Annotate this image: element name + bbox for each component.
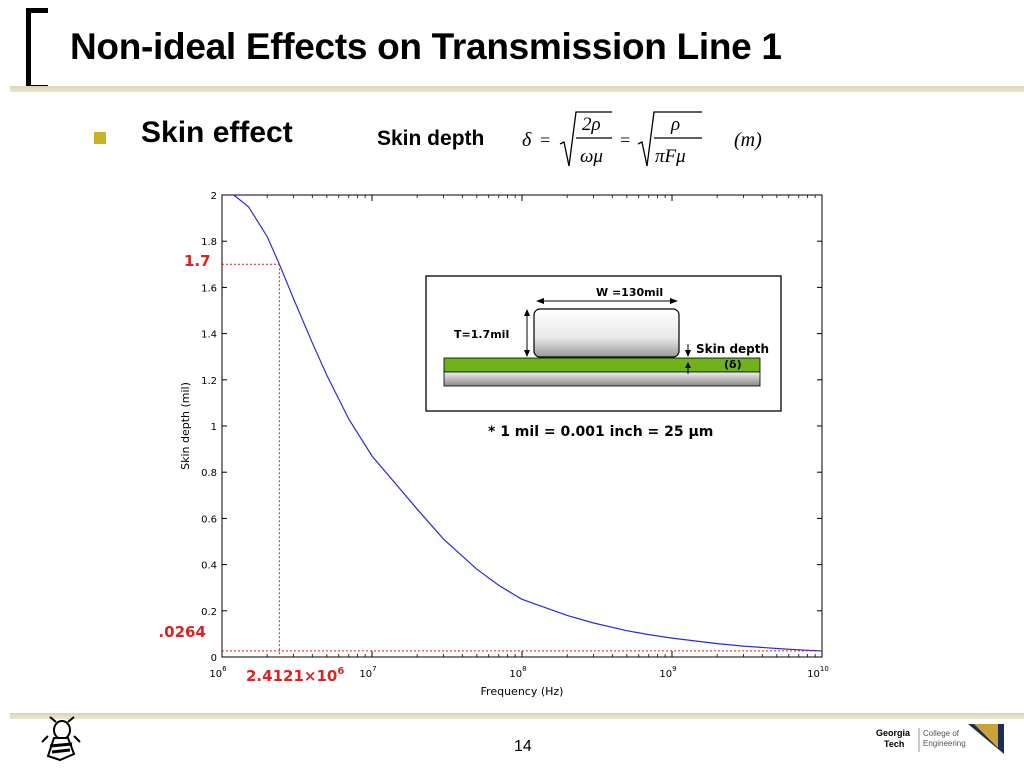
inset-thickness-label: T=1.7mil [454, 328, 509, 341]
x-tick-label: 1010 [807, 665, 829, 680]
axis-ticks [221, 194, 823, 658]
y-tick-label: 0.4 [201, 561, 217, 572]
formula-den-2: πFμ [655, 146, 686, 167]
formula-den-1: ωμ [580, 146, 603, 167]
inset-skin-arrow-head-2 [685, 362, 691, 368]
annotation-lines [222, 263, 822, 657]
logo-line-1: Georgia [876, 728, 911, 738]
formula-sqrt-1 [559, 111, 612, 167]
x-axis-label: Frequency (Hz) [481, 685, 564, 698]
georgia-tech-logo: Georgia Tech College of Engineering [876, 724, 1004, 754]
y-tick-label: 1.4 [201, 330, 217, 341]
inset-skin-layer [443, 357, 761, 373]
y-tick-labels: 0 0.2 0.4 0.6 0.8 1 1.2 1.4 1.6 1.8 2 [201, 191, 217, 664]
annotation-x-mark: 2.4121×106 [246, 666, 344, 685]
page-number: 14 [514, 738, 532, 755]
inset-thickness-arrow-top [524, 309, 530, 316]
x-tick-label: 108 [509, 665, 526, 680]
footer-divider [10, 713, 1024, 719]
y-tick-label: 1 [211, 422, 217, 433]
y-axis-label: Skin depth (mil) [179, 382, 192, 470]
y-tick-label: 0.8 [201, 468, 217, 479]
chart-svg: 0 0.2 0.4 0.6 0.8 1 1.2 1.4 1.6 1.8 2 106 107 108 109… [148, 191, 829, 698]
logo-line-2: Tech [884, 739, 904, 749]
annotation-y-low: 0.0264 [160, 623, 206, 641]
skin-depth-chart: 0 0.2 0.4 0.6 0.8 1 1.2 1.4 1.6 1.8 2 106 107 108 109… [148, 183, 840, 703]
slide-title: Non-ideal Effects on Transmission Line 1 [70, 26, 782, 67]
inset-thickness-arrow-bottom [524, 350, 530, 357]
bullet-icon [94, 132, 106, 144]
inset-unit-note: * 1 mil = 0.001 inch = 25 μm [488, 424, 713, 440]
logo-line-3: College of [923, 729, 960, 738]
x-tick-labels: 106 107 108 109 1010 [209, 665, 828, 680]
inset-skin-label: Skin depth [696, 342, 769, 356]
annotation-y-high: 1.7 [184, 252, 211, 270]
formula-delta: δ [522, 129, 532, 151]
bullet-skin-effect: Skin effect [141, 116, 293, 149]
y-tick-label: 1.6 [201, 283, 217, 294]
inset-width-arrow-left [536, 298, 544, 304]
x-tick-label: 106 [209, 665, 227, 680]
inset-width-arrow-right [670, 298, 678, 304]
formula-equals-2: = [620, 130, 630, 150]
formula-num-1: 2ρ [582, 114, 601, 135]
inset-substrate [443, 371, 761, 387]
x-tick-label: 109 [659, 665, 676, 680]
logo-line-4: Engineering [923, 739, 966, 748]
skin-depth-label: Skin depth [377, 127, 485, 150]
formula-num-2: ρ [670, 114, 680, 135]
y-tick-label: 0.6 [201, 514, 217, 525]
formula-equals-1: = [540, 130, 550, 150]
inset-diagram: W =130mil T=1.7mil Skin depth (δ) * 1 mi… [425, 275, 782, 440]
skin-depth-formula: δ = 2ρ ωμ = ρ πFμ (m) [522, 111, 762, 167]
inset-delta-label: (δ) [724, 358, 742, 371]
inset-skin-arrow-head [685, 350, 691, 357]
title-divider [10, 86, 1024, 92]
y-tick-label: 1.2 [201, 376, 217, 387]
skin-depth-curve [233, 194, 823, 652]
y-tick-label: 0.2 [201, 607, 217, 618]
y-tick-label: 1.8 [201, 237, 217, 248]
mascot-logo [41, 716, 81, 762]
formula-sqrt-2 [637, 111, 702, 167]
inset-width-label: W =130mil [596, 286, 663, 299]
y-tick-label: 2 [211, 191, 217, 202]
inset-conductor [533, 308, 680, 358]
y-tick-label: 0 [211, 653, 217, 664]
title-bracket [26, 8, 48, 90]
x-tick-label: 107 [359, 665, 376, 680]
formula-unit: (m) [734, 129, 762, 151]
plot-area [221, 194, 823, 658]
